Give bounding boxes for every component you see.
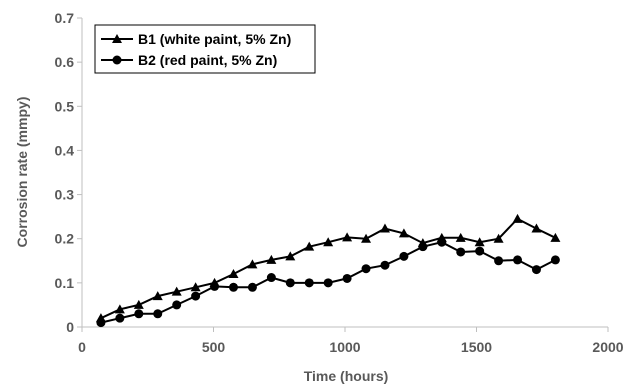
triangle-marker	[493, 233, 504, 243]
tick-labels: 0 0.1 0.2 0.3 0.4 0.5 0.6 0.7 0 500 1000 1500 2000	[55, 10, 624, 355]
triangle-marker	[114, 304, 125, 314]
series-1-line	[100, 217, 556, 320]
triangle-marker	[550, 232, 561, 242]
x-tick-label: 2000	[592, 339, 623, 355]
x-tick-label: 1500	[461, 339, 492, 355]
axes	[77, 17, 609, 332]
circle-marker	[266, 273, 276, 283]
legend: B1 (white paint, 5% Zn) B2 (red paint, 5%…	[94, 24, 316, 74]
series-1	[95, 213, 561, 323]
circle-marker	[494, 256, 504, 266]
x-axis-title: Time (hours)	[304, 368, 389, 384]
circle-marker	[475, 246, 485, 256]
series-2	[96, 237, 560, 328]
x-tick-label: 1000	[329, 339, 360, 355]
triangle-marker	[398, 228, 409, 238]
y-tick-label: 0	[66, 319, 74, 335]
circle-marker	[361, 264, 371, 274]
triangle-marker	[361, 233, 372, 243]
y-tick-label: 0.5	[55, 98, 75, 114]
triangle-marker	[379, 223, 390, 233]
series-layer	[95, 213, 561, 328]
legend-box	[94, 24, 316, 74]
y-tick-label: 0.1	[55, 275, 75, 291]
circle-marker	[304, 278, 314, 288]
circle-marker	[228, 282, 238, 292]
y-tick-label: 0.3	[55, 187, 75, 203]
triangle-marker	[190, 282, 201, 292]
circle-marker	[285, 278, 295, 288]
circle-marker	[210, 281, 220, 291]
triangle-marker	[455, 232, 466, 242]
circle-marker	[380, 260, 390, 270]
circle-marker	[342, 273, 352, 283]
legend-circle-marker	[112, 55, 122, 65]
circle-marker	[172, 300, 182, 310]
circle-marker	[418, 242, 428, 252]
circle-marker	[134, 309, 144, 319]
circle-marker	[531, 265, 541, 275]
circle-marker	[247, 282, 257, 292]
legend-label: B2 (red paint, 5% Zn)	[138, 52, 277, 68]
triangle-marker	[266, 254, 277, 264]
circle-marker	[323, 278, 333, 288]
triangle-marker	[228, 269, 239, 279]
triangle-marker	[152, 291, 163, 301]
y-tick-label: 0.7	[55, 10, 75, 26]
y-tick-label: 0.6	[55, 54, 75, 70]
triangle-marker	[247, 259, 258, 269]
triangle-marker	[285, 251, 296, 261]
circle-marker	[513, 255, 523, 265]
circle-marker	[437, 237, 447, 247]
circle-marker	[399, 251, 409, 261]
circle-marker	[115, 313, 125, 323]
triangle-marker	[342, 232, 353, 242]
triangle-marker	[512, 213, 523, 223]
triangle-marker	[171, 286, 182, 296]
x-tick-label: 500	[202, 339, 226, 355]
y-axis-title: Corrosion rate (mmpy)	[14, 97, 30, 248]
triangle-marker	[323, 237, 334, 247]
legend-label: B1 (white paint, 5% Zn)	[138, 31, 291, 47]
circle-marker	[191, 291, 201, 301]
circle-marker	[456, 247, 466, 257]
legend-triangle-marker	[112, 34, 122, 43]
circle-marker	[96, 318, 106, 328]
circle-marker	[153, 309, 163, 319]
triangle-marker	[531, 223, 542, 233]
circle-marker	[550, 255, 560, 265]
x-tick-label: 0	[78, 339, 86, 355]
triangle-marker	[304, 241, 315, 251]
triangle-marker	[133, 299, 144, 309]
y-tick-label: 0.2	[55, 231, 75, 247]
triangle-marker	[474, 237, 485, 247]
y-tick-label: 0.4	[55, 142, 75, 158]
